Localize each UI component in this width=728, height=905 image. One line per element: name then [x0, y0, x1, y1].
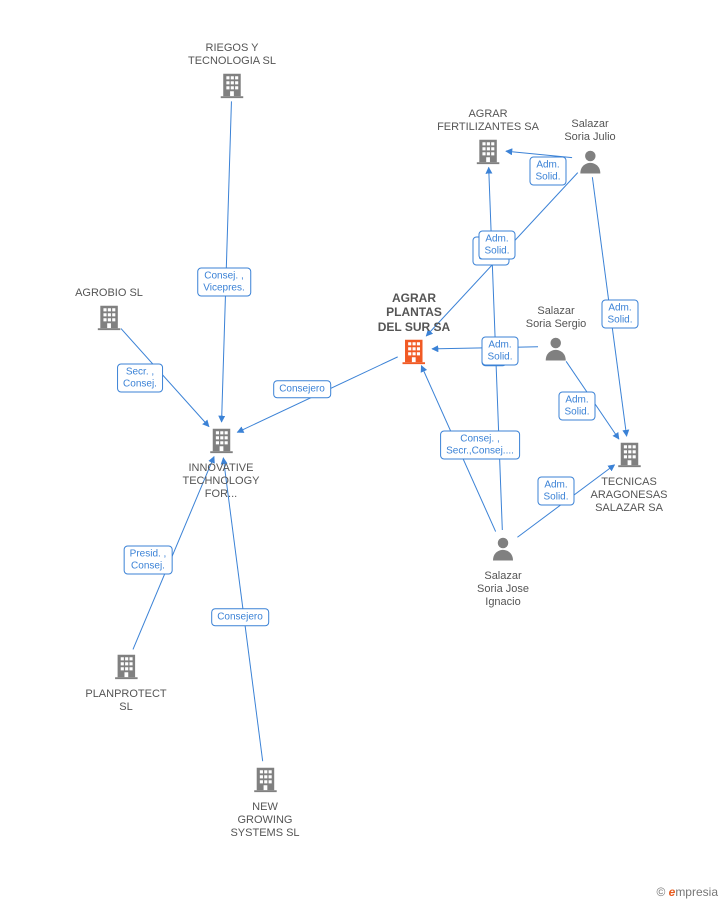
edge-label: Adm. Solid.	[558, 392, 595, 421]
company-icon	[250, 764, 280, 799]
edge-label: Presid. , Consej.	[124, 546, 173, 575]
node-label: PLANPROTECT SL	[85, 688, 166, 714]
node-label: Salazar Soria Sergio	[526, 305, 587, 331]
node-label: RIEGOS Y TECNOLOGIA SL	[188, 42, 276, 68]
edge-label: Adm. Solid.	[481, 337, 518, 366]
node-tecnicas[interactable]: TECNICAS ARAGONESAS SALAZAR SA	[590, 439, 667, 516]
node-agrar_fert[interactable]: AGRAR FERTILIZANTES SA	[437, 106, 539, 171]
node-innovative[interactable]: INNOVATIVE TECHNOLOGY FOR...	[182, 425, 259, 502]
node-planprotect[interactable]: PLANPROTECT SL	[85, 651, 166, 714]
node-label: AGROBIO SL	[75, 287, 143, 300]
node-salazar_jose[interactable]: Salazar Soria Jose Ignacio	[477, 533, 529, 610]
edge-label: Adm. Solid.	[478, 231, 515, 260]
company-icon	[473, 136, 503, 171]
edge-label: Consejero	[211, 608, 269, 626]
node-label: Salazar Soria Jose Ignacio	[477, 570, 529, 610]
edge-label: Adm. Solid.	[601, 300, 638, 329]
node-agrar_plantas[interactable]: AGRAR PLANTAS DEL SUR SA	[378, 289, 450, 371]
node-label: AGRAR PLANTAS DEL SUR SA	[378, 291, 450, 334]
node-salazar_sergio[interactable]: Salazar Soria Sergio	[526, 303, 587, 368]
node-label: TECNICAS ARAGONESAS SALAZAR SA	[590, 476, 667, 516]
edge-label: Consejero	[273, 380, 331, 398]
company-icon	[206, 425, 236, 460]
company-icon	[111, 651, 141, 686]
watermark: © empresia	[656, 885, 718, 899]
company-icon	[614, 439, 644, 474]
copyright-symbol: ©	[656, 885, 665, 899]
person-icon	[575, 146, 605, 181]
node-salazar_julio[interactable]: Salazar Soria Julio	[564, 116, 615, 181]
node-riegos[interactable]: RIEGOS Y TECNOLOGIA SL	[188, 40, 276, 105]
edge-label: Consej. , Vicepres.	[197, 268, 251, 297]
edge-label: Adm. Solid.	[529, 157, 566, 186]
node-agrobio[interactable]: AGROBIO SL	[75, 285, 143, 337]
edge-label: Consej. , Secr.,Consej....	[440, 431, 520, 460]
node-label: Salazar Soria Julio	[564, 118, 615, 144]
node-new_growing[interactable]: NEW GROWING SYSTEMS SL	[230, 764, 299, 841]
brand-rest: mpresia	[675, 885, 718, 899]
company-icon	[399, 336, 429, 371]
company-icon	[94, 302, 124, 337]
node-label: INNOVATIVE TECHNOLOGY FOR...	[182, 462, 259, 502]
node-label: NEW GROWING SYSTEMS SL	[230, 801, 299, 841]
person-icon	[488, 533, 518, 568]
edge-label: Adm. Solid.	[537, 477, 574, 506]
person-icon	[541, 333, 571, 368]
company-icon	[217, 70, 247, 105]
edge-line	[222, 101, 232, 422]
edge-label: Secr. , Consej.	[117, 364, 163, 393]
node-label: AGRAR FERTILIZANTES SA	[437, 108, 539, 134]
